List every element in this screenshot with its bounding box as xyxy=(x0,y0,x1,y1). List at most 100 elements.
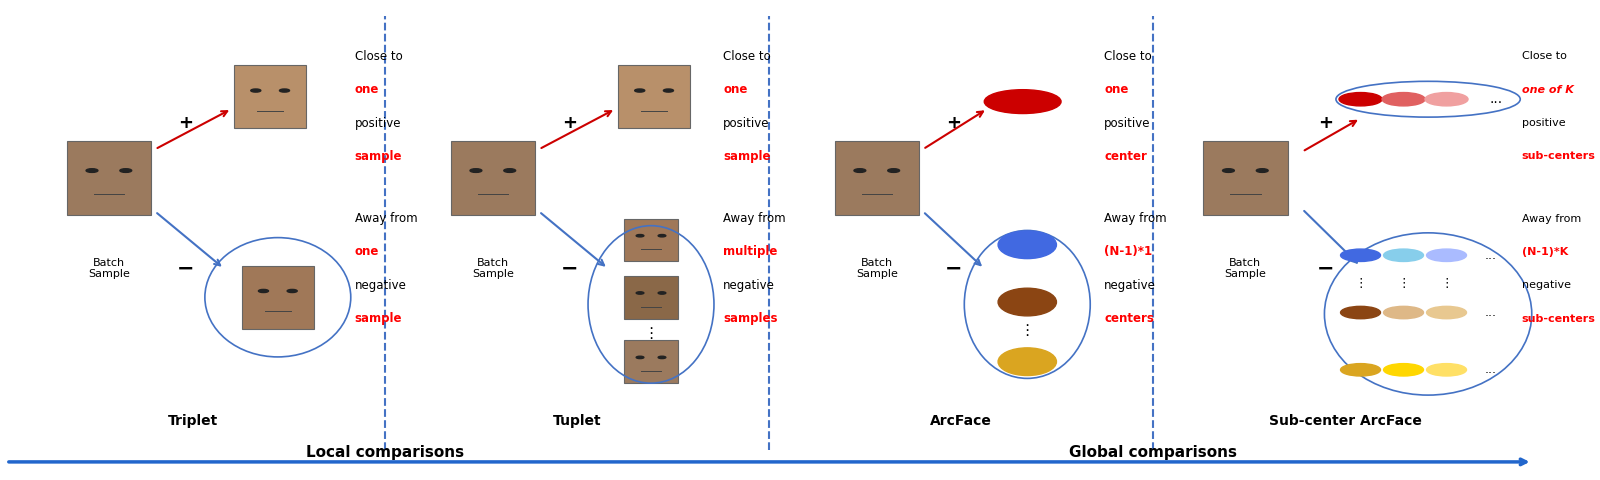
Text: Close to: Close to xyxy=(355,50,402,63)
Circle shape xyxy=(504,169,515,172)
Text: Away from: Away from xyxy=(355,212,418,225)
Text: Away from: Away from xyxy=(723,212,786,225)
Text: center: center xyxy=(1104,150,1147,163)
Text: negative: negative xyxy=(355,279,406,292)
Circle shape xyxy=(888,169,899,172)
Text: ArcFace: ArcFace xyxy=(930,414,992,428)
Text: −: − xyxy=(946,259,962,278)
Text: positive: positive xyxy=(355,117,402,130)
Circle shape xyxy=(658,235,666,237)
Text: Close to: Close to xyxy=(1522,51,1566,61)
Circle shape xyxy=(658,356,666,359)
Text: −: − xyxy=(562,259,578,278)
Text: Batch
Sample: Batch Sample xyxy=(88,258,130,279)
Text: one: one xyxy=(723,83,747,96)
Text: one: one xyxy=(355,83,379,96)
Text: Away from: Away from xyxy=(1104,212,1166,225)
Text: negative: negative xyxy=(1104,279,1155,292)
Text: sub-centers: sub-centers xyxy=(1522,152,1595,161)
Text: −: − xyxy=(178,259,195,278)
Text: ...: ... xyxy=(1490,92,1502,106)
Circle shape xyxy=(1341,364,1381,376)
Circle shape xyxy=(251,89,261,92)
Ellipse shape xyxy=(998,288,1056,316)
Text: +: + xyxy=(1318,114,1333,132)
FancyBboxPatch shape xyxy=(1203,141,1288,215)
Text: ...: ... xyxy=(1485,249,1498,262)
Circle shape xyxy=(1341,249,1381,262)
Circle shape xyxy=(1426,93,1469,106)
Text: samples: samples xyxy=(723,312,778,325)
Circle shape xyxy=(637,292,643,294)
Circle shape xyxy=(1384,306,1424,319)
Text: Batch
Sample: Batch Sample xyxy=(856,258,898,279)
Circle shape xyxy=(637,356,643,359)
Text: one: one xyxy=(355,245,379,258)
Circle shape xyxy=(1256,169,1269,172)
Text: Away from: Away from xyxy=(1522,214,1581,224)
Text: +: + xyxy=(562,114,578,132)
Text: one of K: one of K xyxy=(1522,84,1574,95)
Circle shape xyxy=(120,169,131,172)
Text: ...: ... xyxy=(1485,306,1498,319)
Text: ⋮: ⋮ xyxy=(1397,277,1410,290)
Circle shape xyxy=(635,89,645,92)
Text: −: − xyxy=(1317,259,1334,278)
FancyBboxPatch shape xyxy=(624,276,678,319)
FancyBboxPatch shape xyxy=(67,141,150,215)
Text: ⋮: ⋮ xyxy=(1440,277,1453,290)
Circle shape xyxy=(470,169,482,172)
Circle shape xyxy=(984,90,1061,114)
Text: Batch
Sample: Batch Sample xyxy=(472,258,514,279)
Text: sample: sample xyxy=(355,150,402,163)
Text: Close to: Close to xyxy=(723,50,771,63)
Text: negative: negative xyxy=(1522,280,1571,290)
FancyBboxPatch shape xyxy=(624,218,678,262)
Text: one: one xyxy=(1104,83,1128,96)
Text: Local comparisons: Local comparisons xyxy=(306,445,464,460)
Text: (N-1)*1: (N-1)*1 xyxy=(1104,245,1152,258)
FancyBboxPatch shape xyxy=(624,340,678,383)
Text: positive: positive xyxy=(1522,118,1565,128)
Text: centers: centers xyxy=(1104,312,1154,325)
FancyBboxPatch shape xyxy=(451,141,534,215)
Circle shape xyxy=(86,169,98,172)
Circle shape xyxy=(1341,306,1381,319)
Ellipse shape xyxy=(998,348,1056,375)
Circle shape xyxy=(286,289,298,292)
Text: Batch
Sample: Batch Sample xyxy=(1224,258,1266,279)
Circle shape xyxy=(259,289,269,292)
Circle shape xyxy=(1427,249,1467,262)
Text: ⋮: ⋮ xyxy=(1019,323,1035,338)
Text: sub-centers: sub-centers xyxy=(1522,314,1595,324)
Circle shape xyxy=(1427,306,1467,319)
FancyBboxPatch shape xyxy=(242,266,314,329)
Text: +: + xyxy=(946,114,962,132)
Text: negative: negative xyxy=(723,279,774,292)
Circle shape xyxy=(637,235,643,237)
FancyBboxPatch shape xyxy=(835,141,918,215)
Text: +: + xyxy=(178,114,194,132)
Text: multiple: multiple xyxy=(723,245,778,258)
Circle shape xyxy=(854,169,866,172)
Text: Tuplet: Tuplet xyxy=(554,414,602,428)
Text: sample: sample xyxy=(355,312,402,325)
Circle shape xyxy=(664,89,674,92)
Text: (N-1)*K: (N-1)*K xyxy=(1522,247,1568,257)
Circle shape xyxy=(280,89,290,92)
Circle shape xyxy=(658,292,666,294)
Text: Triplet: Triplet xyxy=(168,414,219,428)
Circle shape xyxy=(1427,364,1467,376)
Text: Global comparisons: Global comparisons xyxy=(1069,445,1237,460)
Circle shape xyxy=(1222,169,1234,172)
Circle shape xyxy=(1384,364,1424,376)
Circle shape xyxy=(1339,93,1382,106)
Circle shape xyxy=(1384,249,1424,262)
Ellipse shape xyxy=(998,231,1056,259)
Text: ⋮: ⋮ xyxy=(1354,277,1366,290)
Text: ⋮: ⋮ xyxy=(643,325,659,340)
Text: Close to: Close to xyxy=(1104,50,1152,63)
Circle shape xyxy=(1382,93,1426,106)
Text: sample: sample xyxy=(723,150,771,163)
Text: ...: ... xyxy=(1485,363,1498,376)
